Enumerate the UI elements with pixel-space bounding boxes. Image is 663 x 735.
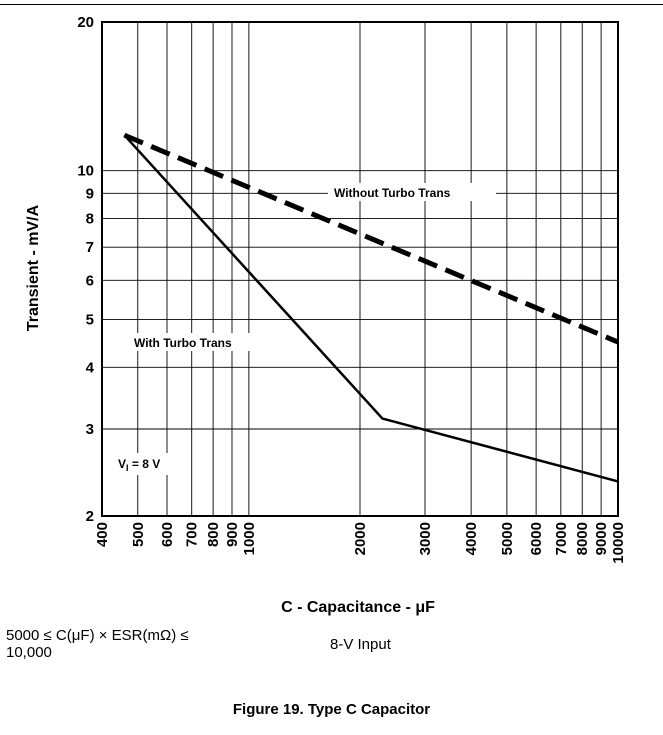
without-label-bg	[328, 183, 496, 201]
y-tick-label: 20	[77, 14, 94, 31]
series-without-turbo-line	[123, 132, 619, 345]
x-tick-label: 600	[159, 522, 176, 547]
x-tick-label: 8000	[574, 522, 591, 555]
without-turbo-label: Without Turbo Trans	[334, 186, 451, 200]
vi-sub: I	[126, 463, 129, 473]
x-tick-label: 5000	[499, 522, 516, 555]
y-axis-title: Transient - mV/A	[25, 204, 42, 331]
vi-label-bg	[113, 453, 185, 475]
y-tick-label: 7	[86, 239, 94, 256]
plot-frame	[101, 21, 619, 517]
x-tick-label: 7000	[553, 522, 570, 555]
series-lines	[123, 132, 619, 483]
footer-condition-line1: 5000 ≤ C(μF) × ESR(mΩ) ≤	[6, 627, 189, 644]
x-tick-labels: 400 500 600 700 800 900 1000 2000 3000 4000 5000 60…	[94, 522, 627, 564]
x-tick-label: 400	[94, 522, 111, 547]
x-tick-label: 10000	[610, 522, 627, 564]
y-tick-label: 3	[86, 421, 94, 438]
x-tick-label: 4000	[463, 522, 480, 555]
x-tick-label: 9000	[593, 522, 610, 555]
y-tick-label: 5	[86, 311, 94, 328]
vi-label: VI = 8 V	[118, 457, 160, 473]
y-tick-label: 6	[86, 272, 94, 289]
y-tick-labels: 2 3 4 5 6 7 8 9 10 20	[77, 14, 94, 525]
vi-main: V	[118, 457, 126, 471]
x-axis-title: C - Capacitance - μF	[281, 599, 435, 616]
y-tick-label: 9	[86, 185, 94, 202]
vi-rest: = 8 V	[129, 457, 161, 471]
with-label-bg	[128, 333, 268, 351]
x-tick-label: 700	[184, 522, 201, 547]
footer-condition-line2: 10,000	[6, 644, 52, 661]
x-tick-label: 1000	[241, 522, 258, 555]
grid	[102, 22, 618, 516]
x-tick-label: 800	[205, 522, 222, 547]
series-with-turbo-line	[123, 134, 619, 483]
footer-condition: 5000 ≤ C(μF) × ESR(mΩ) ≤ 10,000	[6, 627, 306, 661]
y-tick-label: 2	[86, 508, 94, 525]
x-tick-label: 900	[224, 522, 241, 547]
footer-input: 8-V Input	[330, 636, 391, 653]
y-tick-label: 4	[86, 359, 95, 376]
with-turbo-label: With Turbo Trans	[134, 336, 232, 350]
x-tick-label: 6000	[528, 522, 545, 555]
y-tick-label: 10	[77, 163, 94, 180]
x-tick-label: 500	[130, 522, 147, 547]
top-rule	[0, 4, 663, 5]
x-tick-label: 2000	[352, 522, 369, 555]
x-tick-label: 3000	[417, 522, 434, 555]
y-tick-label: 8	[86, 211, 94, 228]
transient-chart: 400 500 600 700 800 900 1000 2000 3000 4000 5000 60…	[25, 14, 627, 616]
figure-caption: Figure 19. Type C Capacitor	[232, 701, 431, 718]
